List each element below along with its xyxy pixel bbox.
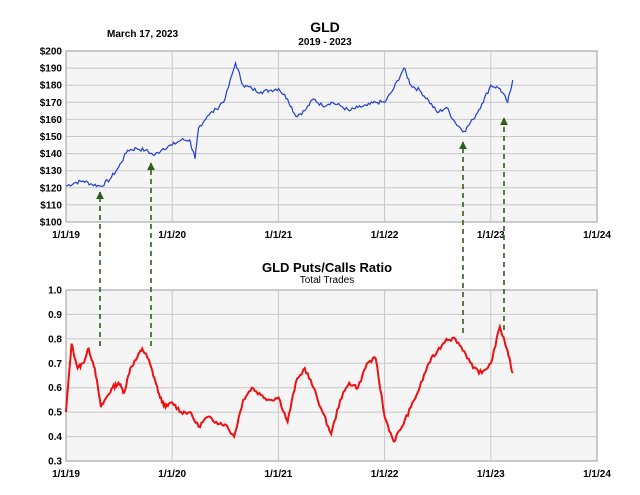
gld-y-tick-label: $140 xyxy=(40,149,63,160)
ratio-y-tick-label: 0.6 xyxy=(48,383,62,394)
ratio-y-tick-label: 0.5 xyxy=(48,408,62,419)
ratio-y-tick-label: 0.8 xyxy=(48,334,62,345)
gld-x-tick-label: 1/1/22 xyxy=(371,230,399,241)
gld-y-tick-label: $170 xyxy=(40,98,63,109)
gld-x-tick-label: 1/1/24 xyxy=(583,230,611,241)
gld-y-tick-label: $100 xyxy=(40,218,63,229)
ratio-y-tick-label: 0.7 xyxy=(48,359,62,370)
ratio-chart-subtitle: Total Trades xyxy=(300,275,354,286)
ratio-chart-title: GLD Puts/Calls Ratio xyxy=(262,260,392,275)
ratio-x-tick-label: 1/1/24 xyxy=(583,469,611,480)
gld-chart-title: GLD xyxy=(310,19,340,35)
gld-x-tick-label: 1/1/23 xyxy=(477,230,505,241)
gld-grid xyxy=(66,51,597,222)
gld-y-tick-label: $110 xyxy=(40,200,62,211)
ratio-panel: 0.30.40.50.60.70.80.91.0 1/1/19 1/1/20 1/1… xyxy=(48,286,611,481)
ratio-x-tick-label: 1/1/20 xyxy=(158,469,186,480)
gld-x-tick-label: 1/1/20 xyxy=(158,230,186,241)
gld-chart-subtitle: 2019 - 2023 xyxy=(298,37,352,48)
ratio-y-axis: 0.3 0.4 0.5 0.6 0.7 0.8 0.9 1.0 xyxy=(48,286,62,468)
gld-y-tick-label: $180 xyxy=(40,81,63,92)
ratio-x-tick-label: 1/1/19 xyxy=(52,469,80,480)
gld-price-series-line xyxy=(65,60,514,188)
ratio-x-axis: 1/1/19 1/1/20 1/1/21 1/1/22 1/1/23 1/1/24 xyxy=(52,469,611,480)
ratio-x-tick-label: 1/1/22 xyxy=(371,469,399,480)
gld-y-tick-label: $150 xyxy=(40,132,63,143)
ratio-y-tick-label: 1.0 xyxy=(48,286,62,297)
puts-calls-ratio-series-line xyxy=(65,322,514,443)
ratio-x-tick-label: 1/1/23 xyxy=(477,469,505,480)
gld-y-tick-label: $190 xyxy=(40,64,63,75)
ratio-y-tick-label: 0.4 xyxy=(48,432,62,443)
gld-x-tick-label: 1/1/19 xyxy=(52,230,80,241)
ratio-y-tick-label: 0.3 xyxy=(48,457,62,468)
connector-arrows xyxy=(96,117,508,346)
gld-y-tick-label: $200 xyxy=(40,47,63,58)
gld-y-axis: $100 $110 $120 $130 $140 $150 $160 $170 $180 $190… xyxy=(40,47,63,229)
gld-x-axis: 1/1/19 1/1/20 1/1/21 1/1/22 1/1/23 1/1/24 xyxy=(52,230,611,241)
ratio-x-tick-label: 1/1/21 xyxy=(264,469,292,480)
gld-y-tick-label: $160 xyxy=(40,115,63,126)
gld-price-panel: $100 $110 $120 $130 $140 $150 $160 $170 $180 $190… xyxy=(40,47,612,242)
gld-y-tick-label: $130 xyxy=(40,166,63,177)
date-note: March 17, 2023 xyxy=(107,29,179,40)
gld-x-tick-label: 1/1/21 xyxy=(264,230,292,241)
ratio-y-tick-label: 0.9 xyxy=(48,310,62,321)
gld-y-tick-label: $120 xyxy=(40,183,63,194)
